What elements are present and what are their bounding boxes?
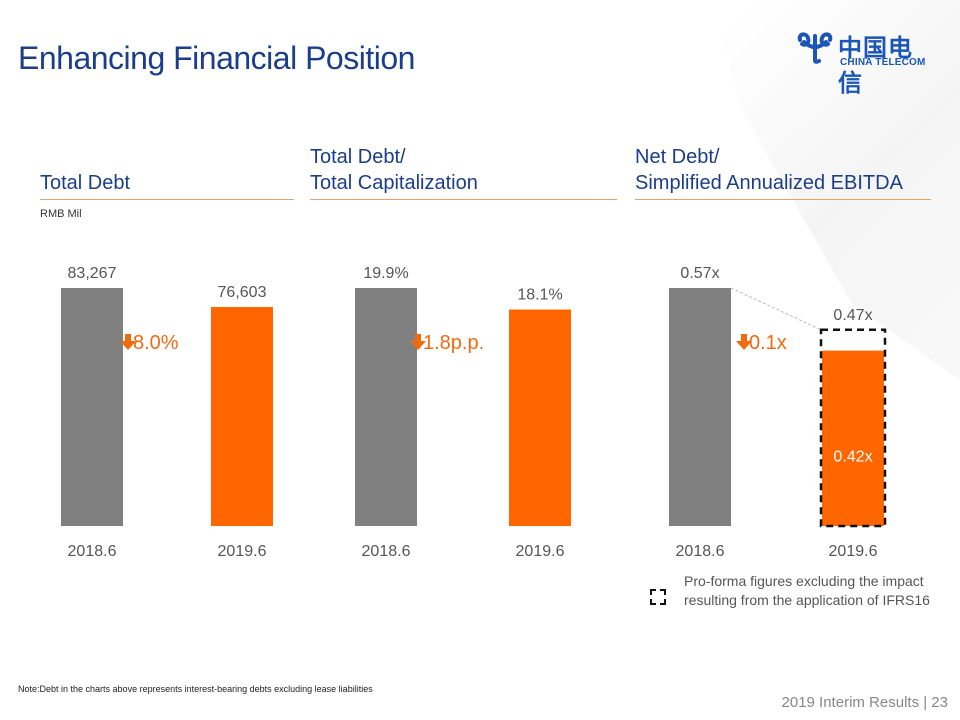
panel-title-net-debt-ebitda: Net Debt/ Simplified Annualized EBITDA [635,144,931,200]
panel-title-line: Total Debt/ [310,146,406,168]
change-label: 1.8p.p. [423,332,484,354]
bar-2019.6 [822,350,884,526]
arrow-down-icon [410,334,426,350]
data-label: 0.42x [833,448,872,465]
data-label: 18.1% [517,287,562,304]
logo-english-text: CHINA TELECOM [840,57,926,68]
panel-title-line: Simplified Annualized EBITDA [635,172,903,194]
change-label: 8.0% [133,332,179,354]
proforma-dashed-box [819,328,887,528]
x-tick-label: 2019.6 [516,543,565,560]
x-tick-label: 2018.6 [68,543,117,560]
x-tick-label: 2019.6 [218,543,267,560]
bar-2018.6 [669,288,731,526]
panel-title-line: Total Debt [40,172,131,194]
arrow-down-icon [736,334,752,350]
bar-2019.6 [509,309,571,526]
panel-title-total-debt: Total Debt [40,170,294,200]
data-label: 76,603 [218,284,267,301]
x-tick-label: 2019.6 [829,543,878,560]
panel-title-debt-capitalization: Total Debt/ Total Capitalization [310,144,617,200]
unit-label: RMB Mil [40,208,82,220]
china-telecom-logo: 中国电信 CHINA TELECOM [796,28,936,97]
bar-2018.6 [61,288,123,526]
arrow-down-icon [120,334,136,350]
bar-2018.6 [355,288,417,526]
bar-2019.6 [211,307,273,526]
connector-line [730,287,822,331]
panel-title-line: Total Capitalization [310,172,478,194]
x-tick-label: 2018.6 [362,543,411,560]
proforma-data-label: 0.47x [833,307,872,324]
data-label: 19.9% [363,265,408,282]
dashed-box-icon [650,589,666,605]
legend-text: Pro-forma figures excluding the impact r… [684,573,930,608]
data-label: 83,267 [68,265,117,282]
panel-title-line: Net Debt/ [635,146,720,168]
logo-chinese-text: 中国电信 [838,34,913,97]
page-title: Enhancing Financial Position [18,40,415,76]
china-telecom-mark-icon [797,32,833,64]
page-footer: 2019 Interim Results | 23 [781,694,948,711]
data-label: 0.57x [680,265,719,282]
footnote: Note:Debt in the charts above represents… [18,684,373,694]
x-tick-label: 2018.6 [676,543,725,560]
change-label: 0.1x [749,332,787,354]
